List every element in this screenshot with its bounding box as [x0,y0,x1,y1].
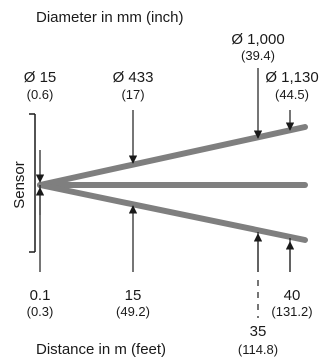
distance-alt-40: (131.2) [271,304,312,319]
diameter-value-1000: Ø 1,000 [231,31,284,48]
sensor-bracket [29,113,36,253]
diameter-alt-1130: (44.5) [275,87,309,102]
distance-footer: Distance in m (feet) [36,341,166,358]
dimension-arrows [35,68,295,272]
diameter-header: Diameter in mm (inch) [36,9,184,26]
diameter-value-15: Ø 15 [24,69,57,86]
distance-alt-15: (49.2) [116,304,150,319]
distance-value-40: 40 [284,287,301,304]
diameter-value-433: Ø 433 [113,69,154,86]
diameter-alt-433: (17) [121,87,144,102]
diameter-value-1130: Ø 1,130 [265,69,318,86]
distance-alt-0-1: (0.3) [27,304,54,319]
beam-lines [37,124,308,243]
distance-value-15: 15 [125,287,142,304]
distance-alt-35: (114.8) [238,342,278,357]
diameter-alt-1000: (39.4) [241,48,275,63]
beam-upper [37,124,308,188]
beam-lower [37,182,308,243]
diameter-alt-15: (0.6) [27,87,54,102]
distance-value-0-1: 0.1 [30,287,51,304]
distance-value-35: 35 [250,323,267,340]
sensor-label: Sensor [11,161,28,209]
